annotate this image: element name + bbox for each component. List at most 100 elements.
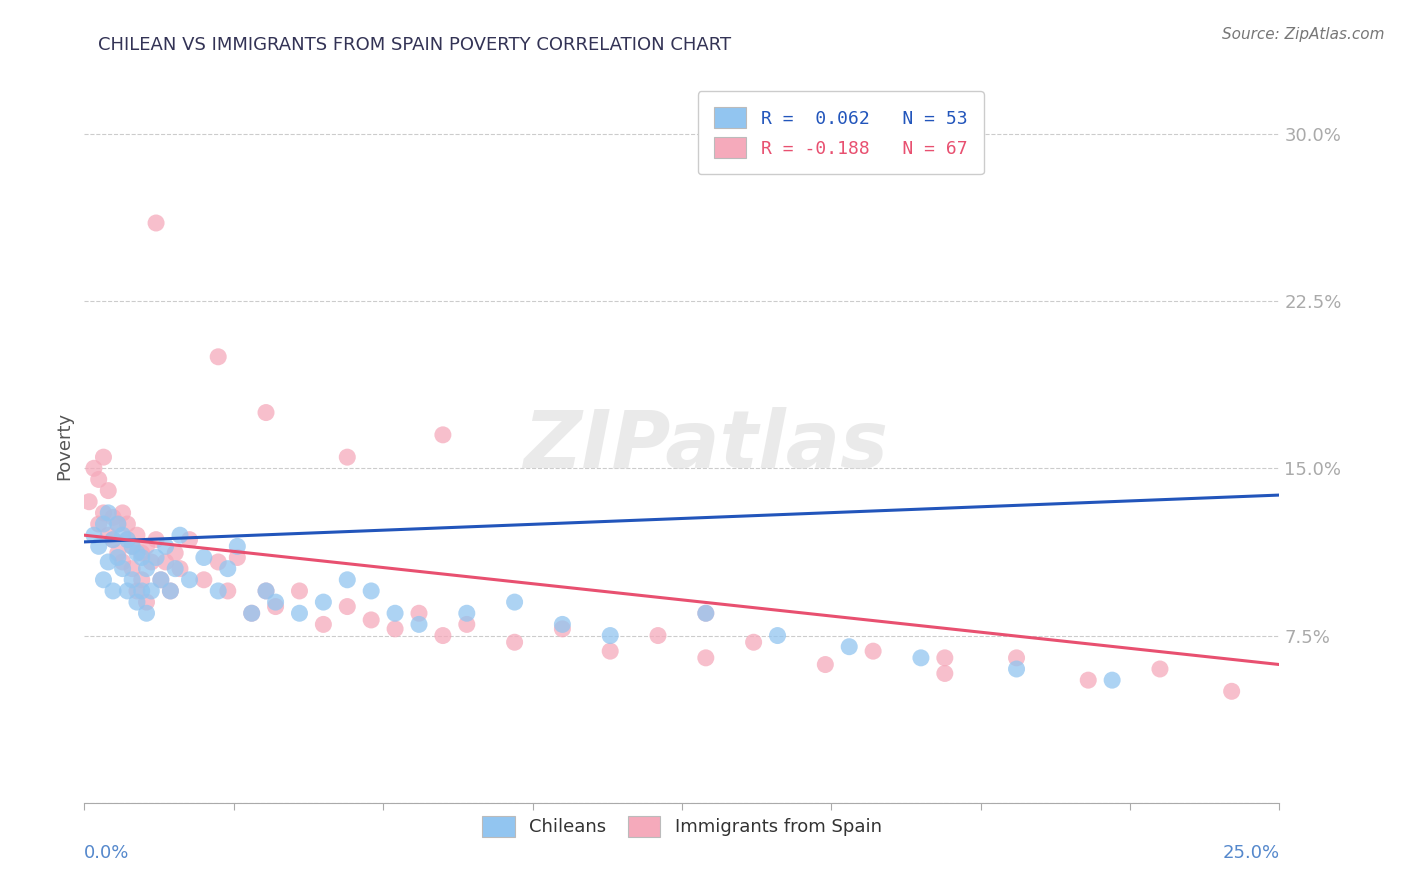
Point — [934, 651, 956, 665]
Point — [165, 546, 187, 560]
Point — [766, 628, 789, 642]
Point — [145, 216, 167, 230]
Point — [254, 583, 277, 598]
Point — [551, 617, 574, 632]
Text: ZIPatlas: ZIPatlas — [523, 407, 889, 485]
Point — [145, 533, 167, 547]
Point — [312, 595, 335, 609]
Point — [207, 555, 229, 569]
Point — [179, 573, 201, 587]
Point — [101, 533, 124, 547]
Point — [862, 644, 884, 658]
Point — [87, 473, 110, 487]
Point — [121, 573, 143, 587]
Point — [141, 555, 163, 569]
Point — [135, 562, 157, 576]
Point — [97, 555, 120, 569]
Point — [125, 583, 148, 598]
Point — [551, 622, 574, 636]
Point — [207, 350, 229, 364]
Point — [77, 494, 100, 508]
Point — [97, 528, 120, 542]
Point — [360, 583, 382, 598]
Point — [240, 607, 263, 621]
Point — [135, 607, 157, 621]
Point — [169, 562, 191, 576]
Point — [742, 635, 765, 649]
Point — [1149, 662, 1171, 676]
Point — [155, 555, 177, 569]
Point — [111, 562, 134, 576]
Point — [217, 583, 239, 598]
Point — [117, 583, 139, 598]
Point — [149, 573, 172, 587]
Point — [179, 533, 201, 547]
Point — [1101, 673, 1123, 687]
Point — [360, 613, 382, 627]
Point — [97, 483, 120, 498]
Point — [384, 607, 406, 621]
Point — [408, 617, 430, 632]
Point — [117, 516, 139, 531]
Text: Source: ZipAtlas.com: Source: ZipAtlas.com — [1222, 27, 1385, 42]
Point — [145, 550, 167, 565]
Point — [101, 510, 124, 524]
Point — [226, 539, 249, 553]
Point — [1005, 651, 1028, 665]
Point — [226, 550, 249, 565]
Point — [456, 607, 478, 621]
Point — [288, 607, 311, 621]
Point — [93, 516, 115, 531]
Point — [1005, 662, 1028, 676]
Point — [141, 583, 163, 598]
Point — [107, 516, 129, 531]
Point — [107, 546, 129, 560]
Point — [1220, 684, 1243, 698]
Point — [336, 450, 359, 464]
Point — [101, 533, 124, 547]
Point — [432, 427, 454, 442]
Point — [838, 640, 860, 654]
Point — [169, 528, 191, 542]
Point — [131, 546, 153, 560]
Point — [503, 595, 526, 609]
Point — [93, 450, 115, 464]
Text: 0.0%: 0.0% — [84, 845, 129, 863]
Point — [934, 666, 956, 681]
Point — [193, 573, 215, 587]
Point — [131, 573, 153, 587]
Legend: Chileans, Immigrants from Spain: Chileans, Immigrants from Spain — [475, 808, 889, 844]
Point — [131, 550, 153, 565]
Point — [121, 539, 143, 553]
Point — [155, 539, 177, 553]
Point — [111, 506, 134, 520]
Point — [107, 550, 129, 565]
Point — [217, 562, 239, 576]
Point — [125, 546, 148, 560]
Point — [408, 607, 430, 621]
Point — [87, 539, 110, 553]
Point — [107, 516, 129, 531]
Point — [159, 583, 181, 598]
Point — [135, 539, 157, 553]
Point — [432, 628, 454, 642]
Point — [83, 528, 105, 542]
Point — [165, 562, 187, 576]
Point — [647, 628, 669, 642]
Point — [125, 595, 148, 609]
Point — [695, 651, 717, 665]
Point — [254, 583, 277, 598]
Point — [101, 583, 124, 598]
Point — [599, 628, 621, 642]
Point — [131, 583, 153, 598]
Point — [384, 622, 406, 636]
Point — [159, 583, 181, 598]
Point — [695, 607, 717, 621]
Point — [264, 595, 287, 609]
Point — [910, 651, 932, 665]
Point — [111, 555, 134, 569]
Point — [97, 506, 120, 520]
Point — [125, 528, 148, 542]
Point — [87, 516, 110, 531]
Point — [121, 562, 143, 576]
